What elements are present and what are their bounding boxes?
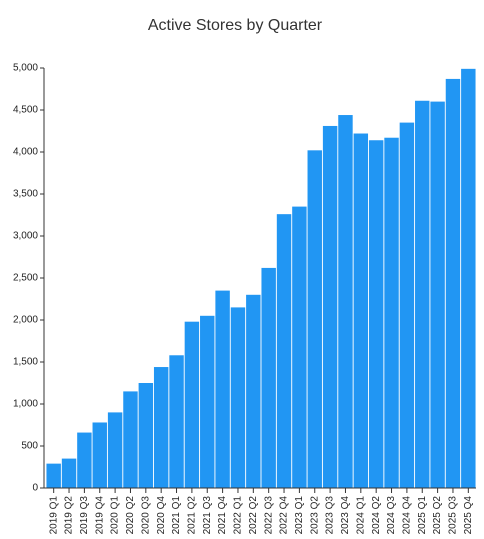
bar — [107, 412, 123, 488]
bar — [415, 100, 430, 488]
bar — [92, 422, 107, 488]
chart-title: Active Stores by Quarter — [148, 17, 323, 34]
x-tick-label: 2021 Q3 — [202, 496, 213, 535]
x-tick-label: 2020 Q1 — [110, 496, 121, 535]
bar — [61, 458, 77, 488]
x-tick-label: 2020 Q3 — [140, 496, 151, 535]
x-tick-label: 2024 Q1 — [355, 496, 366, 535]
bar — [307, 150, 322, 488]
x-tick-label: 2021 Q4 — [217, 496, 228, 535]
bar — [276, 214, 292, 488]
x-tick-label: 2021 Q1 — [171, 496, 182, 535]
y-tick-label: 4,500 — [13, 105, 38, 116]
bar — [445, 78, 461, 489]
bar — [322, 125, 338, 489]
bar — [138, 383, 154, 488]
bar — [461, 68, 476, 488]
x-tick-label: 2022 Q1 — [233, 496, 244, 535]
x-tick-label: 2020 Q4 — [156, 496, 167, 535]
y-tick-label: 4,000 — [13, 147, 38, 158]
x-tick-label: 2024 Q2 — [371, 496, 382, 535]
y-tick-label: 3,000 — [13, 231, 38, 242]
x-tick-label: 2019 Q1 — [48, 496, 59, 535]
x-tick-label: 2022 Q4 — [279, 496, 290, 535]
bar — [123, 391, 138, 488]
bar — [261, 267, 276, 488]
x-tick-label: 2019 Q2 — [64, 496, 75, 535]
x-tick-label: 2025 Q2 — [432, 496, 443, 535]
x-tick-label: 2024 Q3 — [386, 496, 397, 535]
bar — [353, 133, 369, 488]
x-tick-label: 2019 Q3 — [79, 496, 90, 535]
y-tick-label: 2,500 — [13, 273, 38, 284]
bar — [246, 294, 261, 488]
bar — [215, 290, 230, 488]
bar — [368, 140, 384, 489]
x-tick-label: 2020 Q2 — [125, 496, 136, 535]
y-tick-label: 0 — [32, 483, 38, 494]
x-tick-label: 2019 Q4 — [94, 496, 105, 535]
bar — [384, 137, 399, 488]
y-tick-label: 1,000 — [13, 399, 38, 410]
bar — [46, 463, 61, 488]
bar — [153, 367, 169, 488]
x-tick-label: 2023 Q2 — [309, 496, 320, 535]
y-tick-label: 3,500 — [13, 189, 38, 200]
x-tick-label: 2022 Q2 — [248, 496, 259, 535]
y-tick-label: 1,500 — [13, 357, 38, 368]
y-tick-label: 500 — [21, 441, 38, 452]
x-tick-label: 2023 Q3 — [325, 496, 336, 535]
bar — [338, 115, 353, 488]
bar — [430, 101, 445, 488]
bar — [399, 122, 415, 488]
x-tick-label: 2023 Q4 — [340, 496, 351, 535]
bar — [200, 315, 215, 488]
x-tick-label: 2025 Q1 — [417, 496, 428, 535]
bar — [169, 355, 184, 488]
bar — [230, 307, 246, 488]
y-tick-label: 5,000 — [13, 63, 38, 74]
x-tick-label: 2023 Q1 — [294, 496, 305, 535]
bar — [184, 321, 200, 488]
x-tick-label: 2025 Q3 — [448, 496, 459, 535]
x-tick-label: 2025 Q4 — [463, 496, 474, 535]
x-tick-label: 2021 Q2 — [187, 496, 198, 535]
bar — [292, 206, 307, 488]
bar — [77, 432, 92, 488]
y-tick-label: 2,000 — [13, 315, 38, 326]
x-tick-label: 2022 Q3 — [263, 496, 274, 535]
x-tick-label: 2024 Q4 — [402, 496, 413, 535]
